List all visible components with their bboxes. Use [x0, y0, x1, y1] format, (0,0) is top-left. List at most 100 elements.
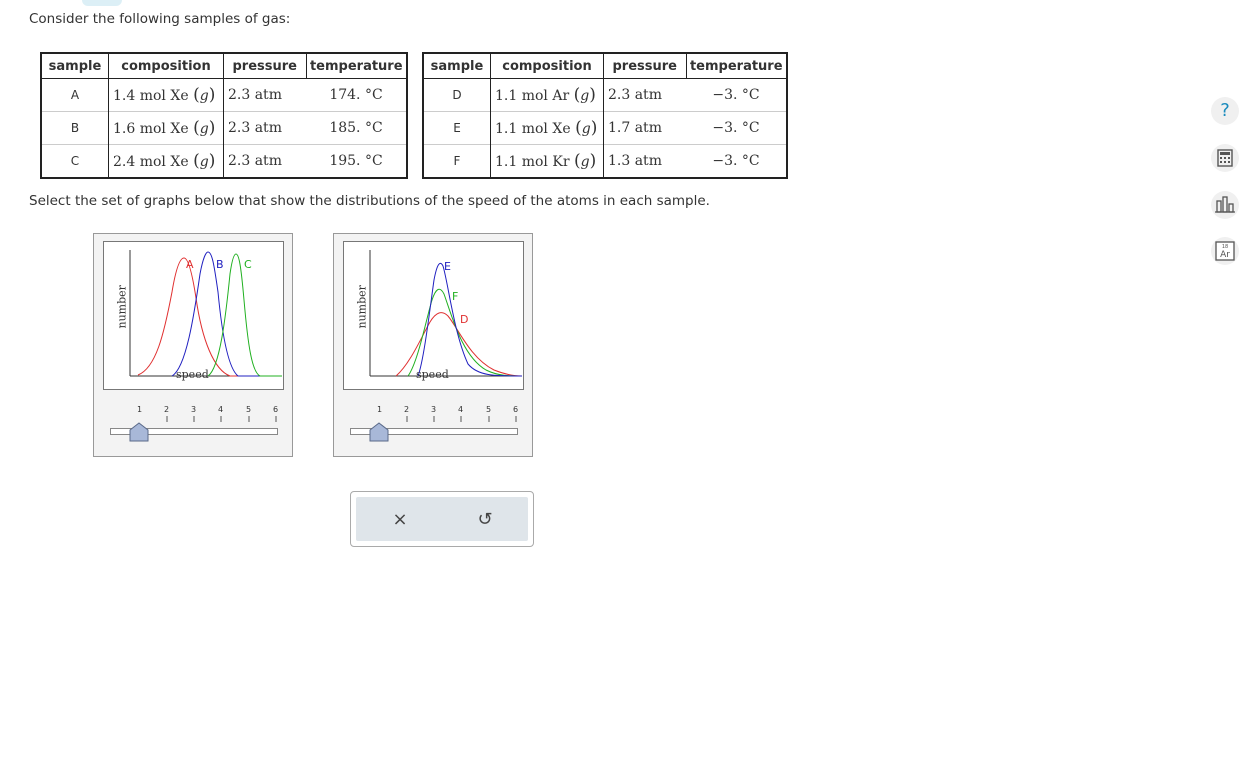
gas-formula: Xe [170, 88, 189, 104]
x-axis-label: speed [416, 368, 449, 381]
composition-cell: 1.1 mol Xe (g) [490, 111, 604, 145]
phase: g [581, 121, 591, 137]
table-row: E 1.1 mol Xe (g) 1.7 atm −3. °C [423, 111, 787, 145]
bar-chart-glyph [1215, 196, 1235, 213]
speed-distribution-plot: A B C [103, 241, 284, 390]
question-intro: Consider the following samples of gas: [29, 11, 291, 27]
bar-chart-icon[interactable] [1211, 191, 1239, 219]
phase: g [580, 154, 590, 170]
temperature-cell: −3. °C [686, 111, 787, 145]
header-temperature: temperature [685, 52, 788, 79]
tick-label: 3 [431, 405, 437, 414]
header-sample: sample [40, 52, 109, 79]
header-temperature: temperature [305, 52, 408, 79]
composition-cell: 1.1 mol Kr (g) [490, 144, 604, 178]
table-header-row: sample composition pressure temperature [40, 52, 408, 79]
amount: 2.4 mol [113, 154, 166, 170]
sample-id: E [423, 111, 491, 145]
curve-label-d: D [460, 313, 468, 326]
curve-label-c: C [244, 258, 252, 271]
slider-tick-labels: 1 2 3 4 5 6 [334, 405, 532, 417]
periodic-table-icon[interactable]: 18 Ar [1211, 237, 1239, 265]
question-prompt: Select the set of graphs below that show… [29, 193, 710, 209]
amount: 1.1 mol [495, 88, 548, 104]
calculator-icon[interactable] [1211, 144, 1239, 172]
y-axis-label: number [355, 285, 369, 329]
tick-label: 5 [486, 405, 492, 414]
curve-label-f: F [452, 290, 458, 303]
tick-label: 5 [246, 405, 252, 414]
graph-slider-thumb[interactable] [129, 422, 149, 442]
curve-a [137, 257, 282, 377]
phase: g [199, 121, 209, 137]
reset-button[interactable]: ↺ [477, 509, 493, 530]
answer-action-bar: × ↺ [350, 491, 534, 547]
header-composition: composition [108, 52, 224, 79]
tick-label: 4 [458, 405, 464, 414]
curve-f [407, 288, 523, 377]
curve-label-a: A [186, 258, 194, 271]
tick-label: 3 [191, 405, 197, 414]
top-tab-indicator [82, 0, 122, 6]
plot-svg: E F D [369, 250, 523, 377]
pressure-cell: 1.3 atm [603, 144, 686, 178]
gas-formula: Ar [552, 88, 570, 104]
sample-id: D [423, 78, 491, 112]
amount: 1.6 mol [113, 121, 166, 137]
temperature-cell: −3. °C [686, 144, 787, 178]
gas-formula: Xe [170, 121, 189, 137]
tick-label: 1 [137, 405, 143, 414]
pressure-cell: 2.3 atm [223, 111, 306, 145]
temperature-cell: 185. °C [306, 111, 407, 145]
gas-formula: Xe [170, 154, 189, 170]
speed-distribution-plot: E F D [343, 241, 524, 390]
tick-label: 2 [404, 405, 410, 414]
phase: g [199, 154, 209, 170]
help-icon[interactable]: ? [1211, 97, 1239, 125]
periodic-table-glyph: 18 Ar [1215, 241, 1235, 261]
amount: 1.1 mol [495, 121, 548, 137]
plot-svg: A B C [129, 250, 282, 377]
phase: g [199, 88, 209, 104]
graph-slider-track[interactable] [110, 428, 278, 435]
tick-label: 4 [218, 405, 224, 414]
table-row: B 1.6 mol Xe (g) 2.3 atm 185. °C [41, 111, 407, 145]
y-axis-label: number [115, 285, 129, 329]
temperature-cell: 174. °C [306, 78, 407, 112]
periodic-symbol: Ar [1220, 250, 1230, 260]
graph-panel-1[interactable]: A B C number speed 1 2 3 4 5 6 [93, 233, 293, 457]
pressure-cell: 2.3 atm [223, 78, 306, 112]
header-pressure: pressure [603, 52, 687, 79]
curve-c [207, 253, 282, 377]
phase: g [580, 88, 590, 104]
pressure-cell: 2.3 atm [603, 78, 686, 112]
clear-button[interactable]: × [392, 509, 408, 530]
table-row: C 2.4 mol Xe (g) 2.3 atm 195. °C [41, 144, 407, 178]
pressure-cell: 2.3 atm [223, 144, 306, 178]
composition-cell: 1.1 mol Ar (g) [490, 78, 604, 112]
sample-id: F [423, 144, 491, 178]
header-pressure: pressure [223, 52, 307, 79]
header-sample: sample [422, 52, 491, 79]
graph-panel-2[interactable]: E F D number speed 1 2 3 4 5 6 [333, 233, 533, 457]
curve-d [395, 312, 523, 377]
pressure-cell: 1.7 atm [603, 111, 686, 145]
slider-ticks [166, 416, 277, 422]
tick-label: 1 [377, 405, 383, 414]
tick-label: 2 [164, 405, 170, 414]
table-header-row: sample composition pressure temperature [422, 52, 788, 79]
samples-table-1: sample composition pressure temperature … [40, 52, 408, 179]
composition-cell: 2.4 mol Xe (g) [108, 144, 224, 178]
action-bar-inner: × ↺ [356, 497, 528, 541]
sample-id: A [41, 78, 109, 112]
slider-tick-labels: 1 2 3 4 5 6 [94, 405, 292, 417]
header-composition: composition [490, 52, 604, 79]
curve-label-e: E [444, 260, 451, 273]
temperature-cell: −3. °C [686, 78, 787, 112]
slider-ticks [406, 416, 517, 422]
composition-cell: 1.4 mol Xe (g) [108, 78, 224, 112]
periodic-number: 18 [1222, 244, 1228, 250]
graph-slider-thumb[interactable] [369, 422, 389, 442]
amount: 1.4 mol [113, 88, 166, 104]
graph-slider-track[interactable] [350, 428, 518, 435]
